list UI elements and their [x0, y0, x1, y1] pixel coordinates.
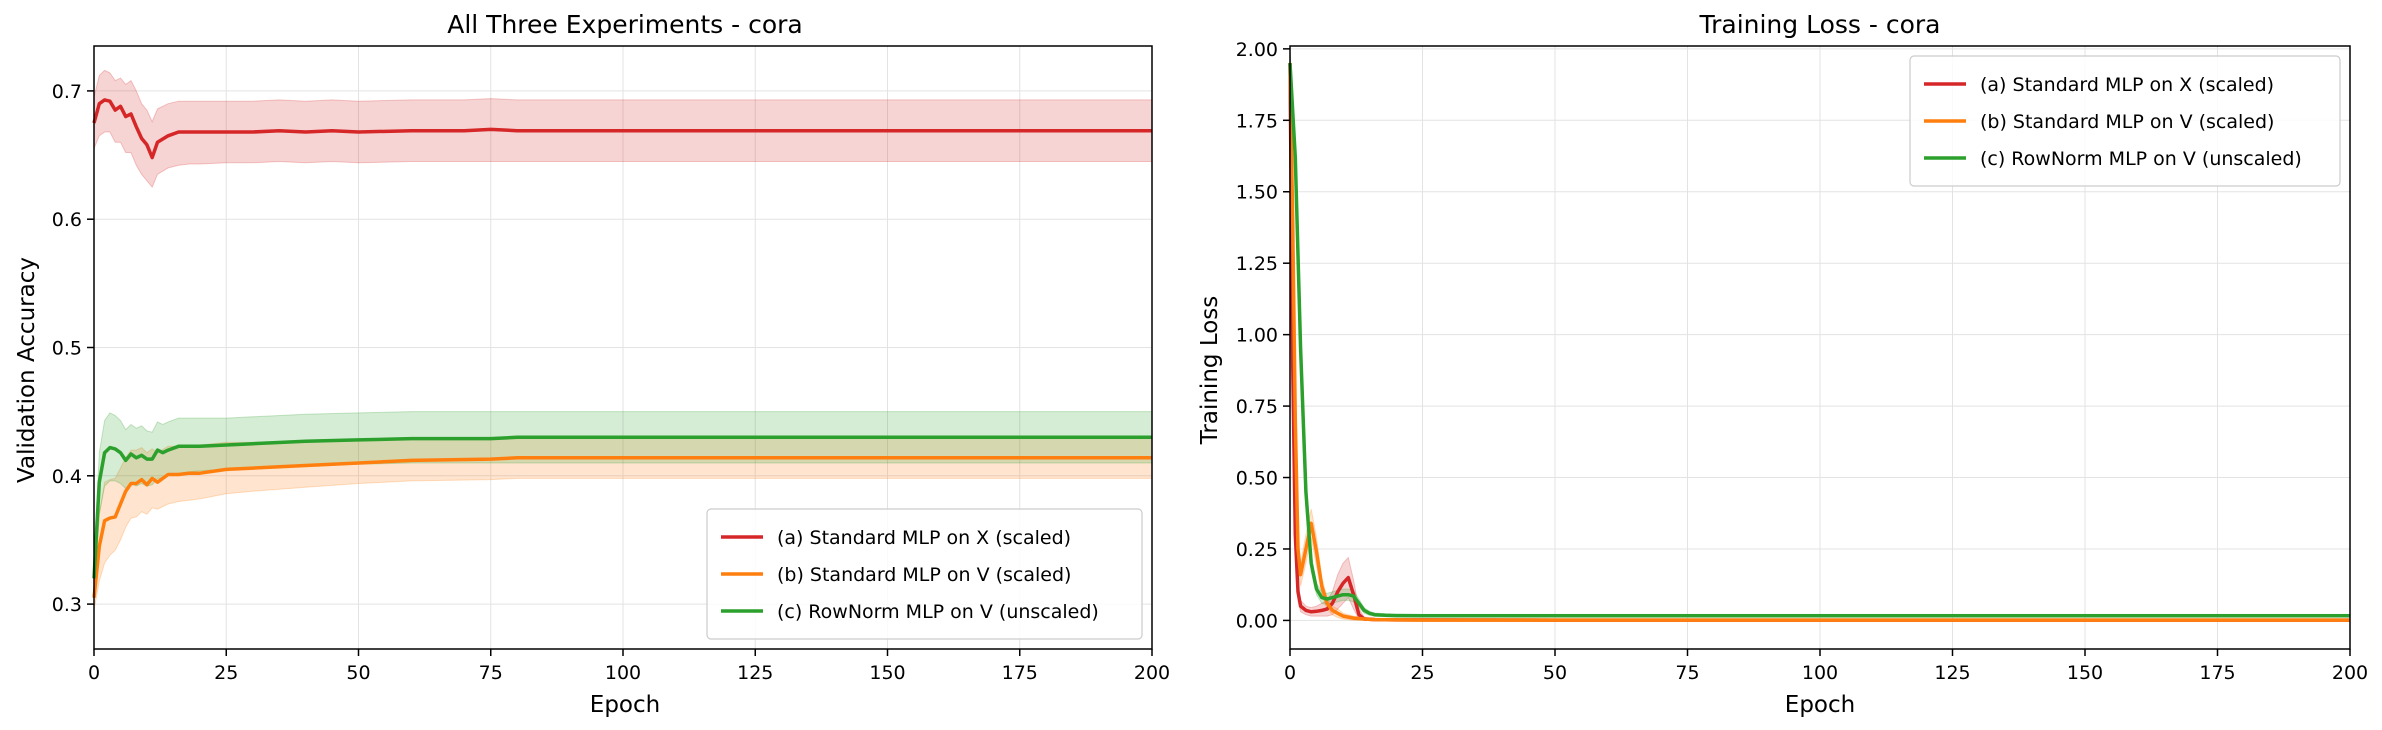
y-tick-label: 1.50: [1236, 182, 1278, 204]
y-tick-label: 0.7: [52, 81, 82, 103]
x-tick-label: 100: [1802, 662, 1838, 684]
series-line-a: [92, 98, 1152, 160]
y-tick-label: 1.25: [1236, 253, 1278, 275]
y-tick-label: 0.00: [1236, 610, 1278, 632]
x-tick-label: 25: [214, 662, 238, 684]
y-tick-label: 0.3: [52, 594, 82, 616]
y-tick-label: 0.50: [1236, 468, 1278, 490]
x-tick-label: 175: [1002, 662, 1038, 684]
y-tick-label: 0.25: [1236, 539, 1278, 561]
x-tick-label: 75: [1675, 662, 1699, 684]
legend-label: (c) RowNorm MLP on V (unscaled): [1980, 148, 2302, 170]
x-tick-label: 150: [2067, 662, 2103, 684]
legend-box: [706, 508, 1143, 640]
x-tick-label: 50: [1543, 662, 1567, 684]
y-tick-label: 1.00: [1236, 325, 1278, 347]
series-line-b: [1288, 63, 2350, 622]
x-tick-label: 150: [869, 662, 905, 684]
y-tick-label: 2.00: [1236, 39, 1278, 61]
y-axis-label: Validation Accuracy: [14, 257, 40, 483]
x-tick-label: 125: [737, 662, 773, 684]
legend-label: (a) Standard MLP on X (scaled): [777, 527, 1071, 549]
x-tick-label: 200: [2332, 662, 2368, 684]
x-tick-label: 75: [479, 662, 503, 684]
legend-label: (c) RowNorm MLP on V (unscaled): [777, 601, 1099, 623]
y-tick-label: 0.75: [1236, 396, 1278, 418]
legend: (a) Standard MLP on X (scaled) (b) Standa…: [1909, 55, 2341, 187]
x-axis-label: Epoch: [590, 692, 660, 718]
y-tick-label: 1.75: [1236, 110, 1278, 132]
y-tick-label: 0.5: [52, 338, 82, 360]
series-line-b: [92, 456, 1152, 598]
y-tick-label: 0.6: [52, 209, 82, 231]
x-tick-label: 125: [1934, 662, 1970, 684]
x-tick-label: 50: [346, 662, 370, 684]
legend-label: (a) Standard MLP on X (scaled): [1980, 74, 2274, 96]
x-tick-label: 0: [88, 662, 100, 684]
x-axis-label: Epoch: [1785, 692, 1855, 718]
x-tick-label: 25: [1410, 662, 1434, 684]
legend-label: (b) Standard MLP on V (scaled): [1980, 111, 2274, 133]
y-tick-label: 0.4: [52, 466, 82, 488]
chart-title: Training Loss - cora: [1699, 10, 1941, 39]
legend-box: [1909, 55, 2341, 187]
x-tick-label: 175: [2199, 662, 2235, 684]
legend-label: (b) Standard MLP on V (scaled): [777, 564, 1071, 586]
series-line-c: [1288, 63, 2350, 618]
validation-accuracy-chart: All Three Experiments - cora Epoch Valid…: [14, 10, 1170, 718]
series-line-c: [92, 435, 1152, 579]
training-loss-chart: Training Loss - cora Epoch Training Loss…: [1197, 10, 2368, 718]
x-tick-label: 0: [1284, 662, 1296, 684]
x-tick-label: 200: [1134, 662, 1170, 684]
x-tick-label: 100: [605, 662, 641, 684]
chart-title: All Three Experiments - cora: [447, 10, 803, 39]
legend: (a) Standard MLP on X (scaled) (b) Standa…: [706, 508, 1143, 640]
y-axis-label: Training Loss: [1197, 296, 1223, 446]
